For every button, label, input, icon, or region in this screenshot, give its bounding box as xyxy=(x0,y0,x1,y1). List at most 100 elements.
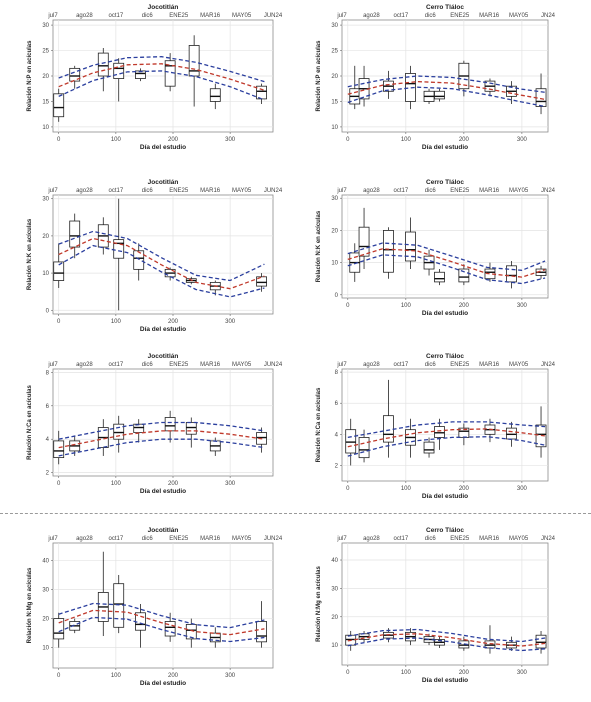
chart-title: Jocotitlán xyxy=(148,353,179,360)
y-tick-label: 4 xyxy=(335,432,339,438)
boxplot xyxy=(405,65,416,110)
ci-upper-line xyxy=(58,230,265,282)
box-iqr xyxy=(423,441,435,454)
ci-lower-line xyxy=(347,436,546,457)
box-iqr xyxy=(506,427,517,440)
boxplot xyxy=(113,574,125,634)
top-axis-label: MAY05 xyxy=(509,13,529,19)
fit-line xyxy=(58,609,265,636)
y-axis-label: Relación N:Mg en acículas xyxy=(316,566,322,642)
top-axis-label: ENE25 xyxy=(450,188,470,194)
fit-line xyxy=(58,430,265,449)
plot-frame xyxy=(52,194,274,315)
boxplot xyxy=(383,70,394,99)
plot-frame xyxy=(341,368,549,482)
y-axis-label: Relación N:K en acículas xyxy=(316,210,322,282)
boxplot xyxy=(405,418,416,458)
x-tick-label: 300 xyxy=(517,303,528,309)
y-tick-label: 10 xyxy=(42,271,49,277)
top-axis-label: MAR16 xyxy=(200,188,221,194)
box-iqr xyxy=(405,231,416,262)
fit-line xyxy=(347,80,546,101)
x-tick-label: 300 xyxy=(225,137,236,143)
top-axis-label: jul7 xyxy=(336,188,347,194)
top-axis-label: oct17 xyxy=(394,536,409,542)
top-axis-label: ago28 xyxy=(76,188,93,194)
boxplot xyxy=(434,88,445,102)
y-tick-label: 0 xyxy=(46,308,50,314)
top-axis-label: ENE25 xyxy=(169,188,189,194)
panel-4: Cerro Tláloc jul7 ago28 oct17 dic6 ENE25 MAR16… xyxy=(316,179,556,317)
box-iqr xyxy=(164,621,176,637)
box-iqr xyxy=(434,90,445,100)
chart-title: Jocotitlán xyxy=(148,4,179,11)
y-tick-label: 2 xyxy=(46,471,50,477)
ci-lower-line xyxy=(58,438,265,457)
top-axis-label: oct17 xyxy=(109,13,124,19)
top-axis-label: ago28 xyxy=(76,13,93,19)
y-tick-label: 0 xyxy=(335,293,339,299)
fit-line xyxy=(58,237,265,290)
x-tick-label: 0 xyxy=(346,303,350,309)
x-tick-label: 300 xyxy=(225,673,236,679)
y-tick-label: 20 xyxy=(331,615,338,621)
x-axis-label: Día del estudio xyxy=(422,144,468,151)
top-axis-label: oct17 xyxy=(109,362,124,368)
y-tick-label: 20 xyxy=(331,228,338,234)
x-tick-label: 0 xyxy=(57,137,61,143)
y-tick-label: 6 xyxy=(46,404,50,410)
top-axis-label: MAY05 xyxy=(509,188,529,194)
y-tick-label: 20 xyxy=(42,234,49,240)
boxplot xyxy=(423,249,435,276)
top-axis-label: MAR16 xyxy=(200,13,221,19)
boxplot xyxy=(358,429,370,463)
box-iqr xyxy=(133,423,145,433)
y-tick-label: 20 xyxy=(42,617,49,623)
x-tick-label: 200 xyxy=(168,137,179,143)
boxplot xyxy=(256,83,267,104)
top-axis-label: JN24 xyxy=(541,188,556,194)
top-axis-label: MAY05 xyxy=(509,362,529,368)
chart-title: Cerro Tláloc xyxy=(426,527,464,534)
fit-line xyxy=(347,248,546,278)
y-tick-label: 30 xyxy=(42,23,49,29)
top-axis-label: MAR16 xyxy=(479,362,500,368)
y-tick-label: 40 xyxy=(331,558,338,564)
top-axis-label: ENE25 xyxy=(450,536,470,542)
chart-title: Cerro Tláloc xyxy=(426,4,464,11)
top-axis-label: ENE25 xyxy=(169,536,189,542)
top-axis-label: oct17 xyxy=(394,188,409,194)
x-tick-label: 200 xyxy=(459,303,470,309)
boxplot xyxy=(113,198,125,311)
x-tick-label: 100 xyxy=(401,486,412,492)
top-axis-label: JUN24 xyxy=(264,13,283,19)
x-tick-label: 0 xyxy=(57,481,61,487)
top-axis-label: JN24 xyxy=(541,13,556,19)
top-axis-label: ENE25 xyxy=(450,13,470,19)
boxplot xyxy=(113,415,125,453)
section-divider xyxy=(0,513,591,514)
panel-3: Jocotitlán jul7 ago28 oct17 dic6 ENE25 MAR16 MA… xyxy=(27,179,283,333)
boxplot xyxy=(349,243,361,282)
ci-upper-line xyxy=(347,628,546,643)
boxplot xyxy=(535,630,547,654)
top-axis-label: oct17 xyxy=(109,536,124,542)
box-iqr xyxy=(185,422,197,435)
top-axis-label: jul7 xyxy=(336,13,347,19)
box-iqr xyxy=(69,67,81,82)
fit-line xyxy=(347,428,546,448)
y-tick-label: 10 xyxy=(331,261,338,267)
x-tick-label: 200 xyxy=(168,481,179,487)
y-tick-label: 4 xyxy=(46,437,50,443)
y-tick-label: 10 xyxy=(331,643,338,649)
y-tick-label: 8 xyxy=(46,370,50,376)
ci-upper-line xyxy=(347,421,546,439)
boxplot xyxy=(434,418,445,450)
y-tick-label: 25 xyxy=(331,49,338,55)
top-axis-label: ago28 xyxy=(363,188,380,194)
boxplot xyxy=(97,551,109,637)
panel-7: Jocotitlán jul7 ago28 oct17 dic6 ENE25 MAR16 MA… xyxy=(27,527,283,687)
box-iqr xyxy=(458,268,470,283)
top-axis-label: dic6 xyxy=(425,13,437,19)
x-tick-label: 300 xyxy=(225,481,236,487)
